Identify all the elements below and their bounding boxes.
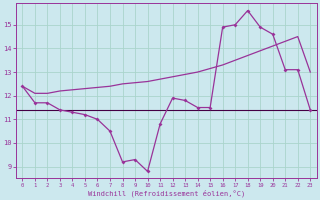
X-axis label: Windchill (Refroidissement éolien,°C): Windchill (Refroidissement éolien,°C): [88, 189, 245, 197]
